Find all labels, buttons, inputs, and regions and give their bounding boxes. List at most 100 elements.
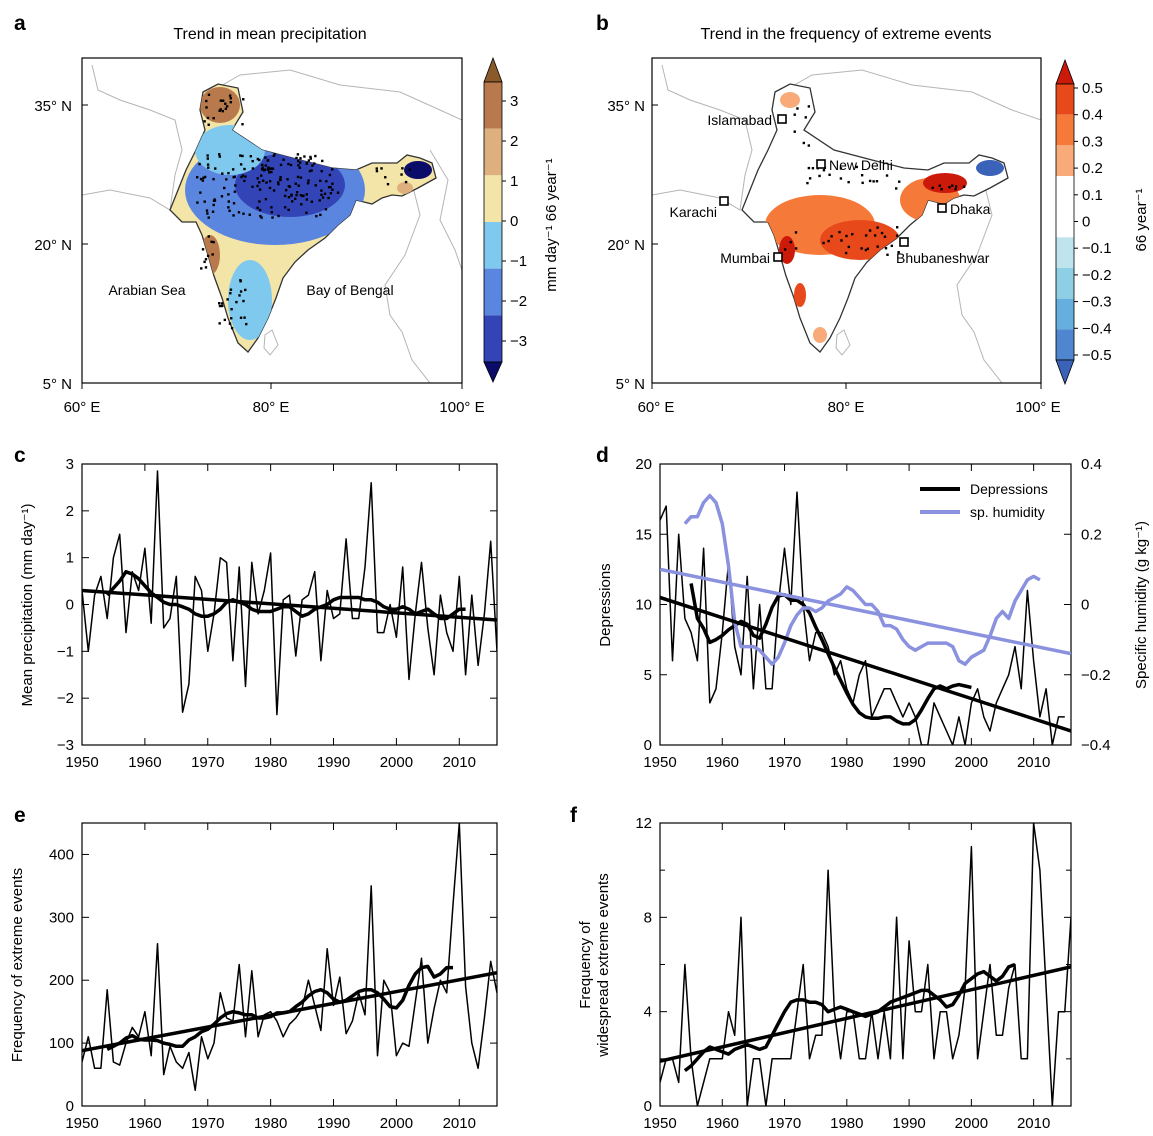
significance-dot	[239, 280, 242, 283]
significance-dot	[226, 298, 229, 301]
significance-dot	[307, 159, 311, 162]
x-tick-label: 1990	[317, 754, 350, 771]
significance-dot	[386, 182, 390, 186]
x-tick-label: 1960	[706, 1115, 739, 1132]
significance-dot	[844, 251, 848, 255]
significance-dot	[219, 99, 223, 102]
city-label-dhaka: Dhaka	[950, 201, 991, 217]
significance-dot	[839, 177, 843, 180]
panel-e: e 1950 1960 1970 1980 1990 2000 20104003002001…	[9, 804, 498, 1132]
significance-dot	[225, 178, 228, 181]
significance-dot	[319, 179, 322, 183]
x-tick-label: 1980	[830, 754, 863, 771]
significance-dot	[228, 322, 232, 325]
y-tick-label: 5	[644, 667, 652, 684]
significance-dot	[268, 186, 272, 190]
panel-label-c: c	[14, 444, 26, 467]
significance-dot	[212, 240, 215, 244]
panel-b-tip	[813, 327, 827, 343]
city-marker-islamabad	[777, 114, 787, 124]
y-tick-label: 4	[644, 1004, 652, 1021]
significance-dot	[295, 191, 299, 194]
significance-dot	[243, 316, 246, 319]
colorbar-a-bin-3	[484, 222, 502, 269]
significance-dot	[885, 174, 889, 177]
significance-dot	[223, 186, 226, 190]
series-smoothed-line	[105, 569, 466, 621]
panel-a-border-east	[384, 174, 431, 383]
colorbar-a-bin-5	[484, 315, 502, 362]
significance-dot	[242, 212, 245, 215]
significance-dot	[804, 116, 807, 119]
significance-dot	[228, 209, 231, 212]
significance-dot	[262, 169, 266, 172]
significance-dot	[218, 302, 221, 305]
y-tick-label: 100	[49, 1035, 74, 1052]
significance-dot	[251, 185, 254, 189]
significance-dot	[868, 229, 872, 232]
significance-dot	[241, 174, 245, 177]
significance-dot	[838, 230, 841, 234]
panel-a-border-west	[82, 64, 183, 211]
significance-dot	[266, 159, 269, 162]
significance-dot	[298, 166, 302, 169]
series-depressions-annual	[660, 491, 1065, 745]
significance-dot	[839, 167, 843, 170]
x-tick-label: 1990	[892, 1115, 925, 1132]
colorbar-a-tick-label: 2	[510, 133, 518, 150]
city-marker-bhubaneshwar	[899, 237, 909, 247]
significance-dot	[310, 200, 314, 203]
panel-a-ne-wetting	[397, 182, 413, 194]
significance-dot	[311, 164, 314, 167]
significance-dot	[256, 206, 259, 210]
significance-dot	[271, 216, 274, 219]
panel-b-central-increase	[820, 220, 900, 260]
significance-dot	[313, 162, 316, 165]
significance-dot	[243, 179, 246, 183]
significance-dot	[284, 188, 288, 192]
significance-dot	[211, 210, 215, 213]
significance-dot	[931, 186, 934, 190]
x-tick-label: 1950	[643, 754, 676, 771]
significance-dot	[203, 260, 206, 264]
significance-dot	[256, 184, 259, 188]
panel-label-e: e	[14, 804, 26, 827]
significance-dot	[218, 155, 222, 158]
significance-dot	[227, 193, 230, 196]
series-annual-line	[82, 823, 497, 1092]
city-label-bhubaneshwar: Bhubaneshwar	[896, 250, 990, 266]
significance-dot	[233, 190, 237, 193]
significance-dot	[286, 178, 289, 181]
series-annual-line	[660, 823, 1071, 1106]
colorbar-a-bin-1	[484, 128, 502, 176]
significance-dot	[295, 193, 298, 197]
significance-dot	[783, 248, 787, 251]
y-tick-label: 300	[49, 909, 74, 926]
plot-area	[660, 491, 1071, 745]
significance-dot	[251, 167, 255, 170]
significance-dot	[271, 167, 275, 170]
significance-dot	[299, 176, 303, 179]
significance-dot	[258, 188, 262, 191]
significance-dot	[270, 210, 273, 214]
significance-dot	[876, 226, 879, 229]
significance-dot	[291, 200, 294, 203]
significance-dot	[264, 156, 267, 159]
significance-dot	[272, 189, 276, 192]
y2-tick-label: −0.4	[1081, 737, 1111, 754]
significance-dot	[847, 180, 850, 184]
panel-label-b: b	[596, 12, 609, 35]
y-tick-label: −1	[57, 643, 74, 660]
panel-c-ylabel: Mean precipitation (mm day⁻¹)	[19, 504, 36, 707]
significance-dot	[898, 180, 901, 183]
panel-b-south-increase	[794, 283, 806, 307]
significance-dot	[249, 155, 253, 158]
significance-dot	[940, 187, 943, 191]
significance-dot	[242, 299, 245, 303]
significance-dot	[270, 206, 273, 209]
significance-dot	[267, 168, 270, 171]
significance-dot	[277, 214, 280, 218]
significance-dot	[206, 157, 210, 160]
significance-dot	[331, 188, 334, 191]
significance-dot	[220, 302, 224, 305]
